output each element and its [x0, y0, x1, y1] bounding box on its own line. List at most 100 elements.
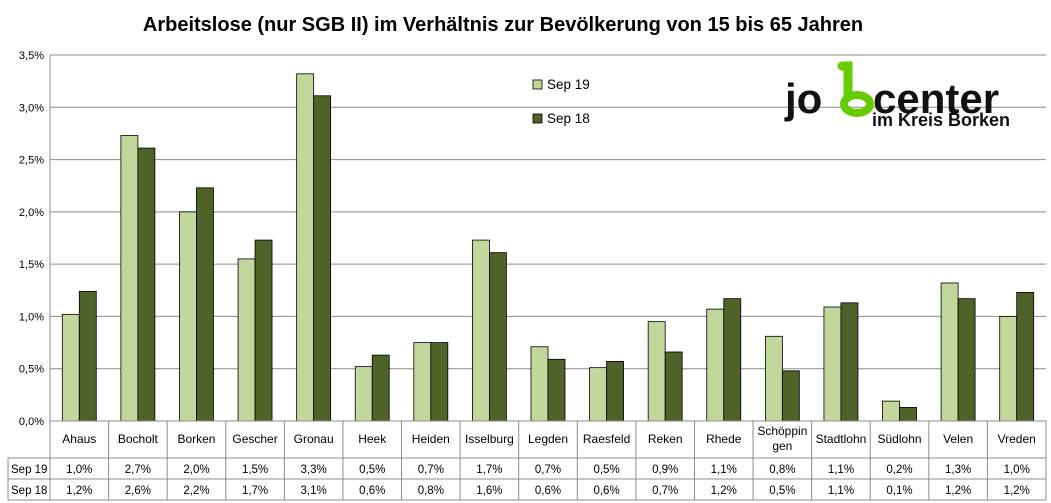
table-value: 0,5%: [593, 464, 619, 476]
bar-sep18-8: [547, 358, 566, 422]
bar-sep18-9: [606, 360, 624, 422]
logo-text-jo: jo: [784, 75, 822, 122]
bar-sep18-6: [430, 342, 449, 422]
category-label: Stadtlohn: [816, 432, 867, 446]
table-value: 0,2%: [886, 464, 912, 476]
category-label: Gescher: [232, 432, 277, 446]
table-value: 1,2%: [945, 485, 971, 497]
table-value: 1,5%: [242, 464, 268, 476]
table-value: 2,6%: [125, 485, 151, 497]
bar-sep18-10: [664, 351, 683, 422]
bar-sep18-14: [899, 407, 917, 422]
table-value: 0,8%: [418, 485, 444, 497]
table-value: 0,5%: [359, 464, 385, 476]
y-tick-label: 1,5%: [19, 259, 44, 271]
table-value: 0,6%: [593, 485, 619, 497]
bar-sep19-12: [764, 335, 783, 422]
category-label: Borken: [177, 432, 215, 446]
table-value: 1,7%: [476, 464, 502, 476]
category-label: Südlohn: [878, 432, 922, 446]
jobcenter-logo: jo center im Kreis Borken: [784, 61, 1010, 130]
table-value: 1,0%: [66, 464, 92, 476]
legend-label: Sep 18: [547, 111, 590, 126]
category-label: Schöppin gen: [757, 424, 807, 453]
legend-key-sep18: [532, 113, 543, 124]
bar-sep18-16: [1016, 291, 1035, 422]
bar-sep19-3: [237, 258, 256, 422]
table-value: 1,7%: [242, 485, 268, 497]
bar-sep19-14: [882, 400, 900, 422]
logo-text-center: center: [873, 75, 999, 122]
logo-b-icon: [837, 61, 874, 117]
table-value: 0,7%: [652, 485, 678, 497]
table-value: 1,2%: [711, 485, 737, 497]
table-value: 1,1%: [711, 464, 737, 476]
bar-sep19-15: [940, 282, 959, 422]
table-value: 2,0%: [183, 464, 209, 476]
table-series-label: Sep 18: [11, 485, 47, 497]
bar-sep19-7: [472, 239, 490, 422]
table-value: 1,1%: [828, 485, 854, 497]
legend-key-sep19: [532, 79, 543, 90]
category-label: Raesfeld: [583, 432, 630, 446]
category-label: Reken: [648, 432, 683, 446]
y-tick-label: 3,5%: [19, 50, 44, 62]
y-tick-label: 2,0%: [19, 207, 44, 219]
table-value: 1,1%: [828, 464, 854, 476]
category-label: Heiden: [412, 432, 450, 446]
y-tick-label: 2,5%: [19, 155, 44, 167]
bar-sep19-8: [530, 346, 549, 422]
bar-sep19-5: [354, 366, 373, 422]
bar-sep19-6: [413, 342, 432, 422]
bar-sep18-5: [371, 354, 390, 422]
y-tick-label: 0,0%: [19, 416, 44, 428]
category-label: Rhede: [706, 432, 742, 446]
category-label: Legden: [528, 432, 568, 446]
y-tick-label: 0,5%: [19, 364, 44, 376]
legend: Sep 19 Sep 18: [532, 77, 590, 126]
bar-sep19-9: [589, 367, 607, 422]
category-label: Ahaus: [62, 432, 96, 446]
table-value: 0,7%: [535, 464, 561, 476]
table-value: 0,5%: [769, 485, 795, 497]
bar-sep18-2: [196, 187, 214, 422]
table-value: 0,9%: [652, 464, 678, 476]
category-label: Velen: [943, 432, 973, 446]
table-value: 1,6%: [476, 485, 502, 497]
bar-sep19-11: [706, 308, 725, 422]
table-series-label: Sep 19: [11, 464, 47, 476]
category-label: Bocholt: [118, 432, 159, 446]
bar-sep18-4: [313, 95, 332, 422]
bar-sep18-12: [781, 370, 800, 422]
table-value: 3,1%: [301, 485, 327, 497]
legend-label: Sep 19: [547, 77, 590, 92]
bar-sep19-1: [120, 135, 139, 422]
bar-sep18-13: [840, 302, 859, 422]
bar-sep18-0: [78, 290, 97, 422]
bar-sep19-16: [999, 316, 1018, 422]
bar-sep18-3: [254, 239, 273, 422]
table-value: 0,1%: [886, 485, 912, 497]
table-value: 0,7%: [418, 464, 444, 476]
bar-sep19-0: [61, 313, 80, 422]
table-value: 1,2%: [66, 485, 92, 497]
logo-subtitle: im Kreis Borken: [872, 110, 1010, 130]
category-label: Vreden: [998, 432, 1036, 446]
category-label: Gronau: [294, 432, 334, 446]
bar-sep19-13: [823, 306, 842, 422]
y-tick-label: 1,0%: [19, 311, 44, 323]
bar-sep19-4: [296, 73, 315, 422]
table-value: 0,8%: [769, 464, 795, 476]
table-value: 1,0%: [1004, 464, 1030, 476]
category-label: Heek: [358, 432, 387, 446]
bar-sep18-11: [723, 298, 742, 422]
table-value: 0,6%: [535, 485, 561, 497]
table-value: 2,2%: [183, 485, 209, 497]
bars: [61, 73, 1035, 422]
category-label: Isselburg: [465, 432, 514, 446]
y-axis: 0,0% 0,5% 1,0% 1,5% 2,0% 2,5% 3,0% 3,5%: [19, 50, 51, 428]
table-value: 3,3%: [301, 464, 327, 476]
data-table: Ahaus Bocholt Borken Gescher Gronau Heek Heide…: [7, 420, 1047, 501]
table-value: 2,7%: [125, 464, 151, 476]
